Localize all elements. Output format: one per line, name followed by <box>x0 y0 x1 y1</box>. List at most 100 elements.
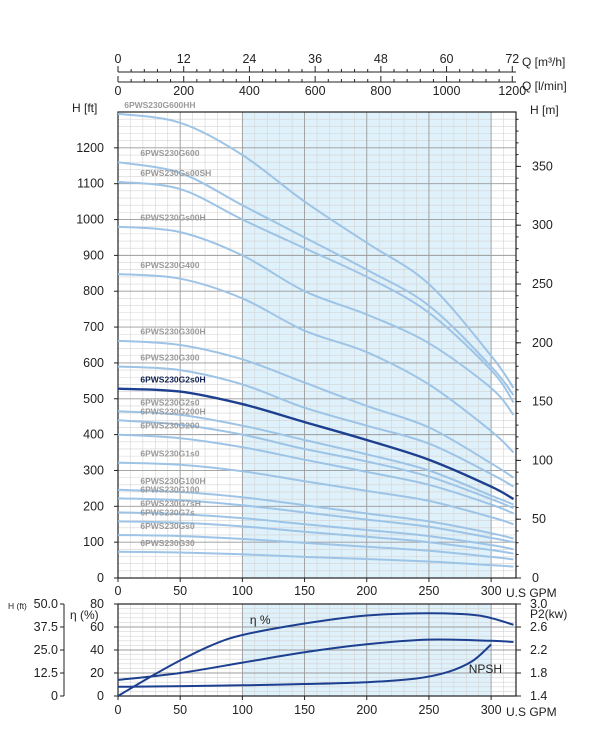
y-tick-label: 1200 <box>76 141 104 155</box>
x-axis-title: U.S GPM <box>506 705 557 719</box>
x-axis-title: U.S GPM <box>506 586 557 600</box>
head-plot: 6PWS230G600HH 6PWS230G600 6PWS230Gs00SH 6PW… <box>72 52 567 600</box>
q-lmin-tick-label: 0 <box>115 84 122 98</box>
p2-tick-label: 3.0 <box>530 597 547 611</box>
curve-label: 6PWS230G300 <box>140 353 199 363</box>
npsh-tick-label: 37.5 <box>34 620 58 634</box>
y-right-tick-label: 150 <box>532 395 553 409</box>
y-tick-label: 600 <box>83 356 104 370</box>
y-right-tick-label: 350 <box>532 159 553 173</box>
curve-6PWS230G2s0 <box>117 410 514 506</box>
curve-6PWS230G1s0 <box>117 461 514 526</box>
q-lmin-tick-label: 800 <box>370 84 391 98</box>
curve-label: 6PWS230G30 <box>140 538 195 548</box>
curve-label: 6PWS230G300H <box>140 327 205 337</box>
y-tick-label: 1100 <box>77 177 104 191</box>
curve-label: 6PWS230G600 <box>140 148 199 158</box>
eta-tick-label: 20 <box>90 666 104 680</box>
y-axis-title-right: H [m] <box>530 103 559 117</box>
p2-axis-title: P2(kw) <box>530 607 567 621</box>
curve-label: 6PWS230G200 <box>140 421 199 431</box>
x-tick-label: 200 <box>356 584 377 598</box>
y-right-tick-label: 50 <box>532 512 546 526</box>
y-tick-label: 300 <box>83 463 104 477</box>
y-tick-label: 0 <box>97 571 104 585</box>
x-tick-label: 300 <box>481 584 502 598</box>
y-right-tick-label: 250 <box>532 277 553 291</box>
npsh-tick-label: 50.0 <box>34 597 58 611</box>
curve-npsh <box>117 643 492 688</box>
curve-6PWS230Gs00H <box>117 225 515 416</box>
npsh-axis-title: H (ft) <box>8 601 27 611</box>
curve-label: 6PWS230G400 <box>140 260 199 270</box>
npsh-tick-label: 25.0 <box>34 643 58 657</box>
x-tick-label: 0 <box>115 584 122 598</box>
q-m3h-tick-label: 24 <box>242 52 256 66</box>
q-m3h-tick-label: 12 <box>177 52 191 66</box>
curve-label: 6PWS230G200H <box>140 406 205 416</box>
q-lmin-tick-label: 1000 <box>433 84 461 98</box>
curve-6PWS230G200H <box>117 419 514 510</box>
y-right-tick-label: 300 <box>532 218 553 232</box>
eta-tick-label: 80 <box>90 597 104 611</box>
curve-label: 6PWS230G2s0 <box>140 397 199 407</box>
curve-6PWS230G100 <box>117 497 514 544</box>
q-lmin-tick-label: 600 <box>305 84 326 98</box>
q-m3h-axis-title: Q [m³/h] <box>522 55 565 69</box>
npsh-tick-label: 0 <box>51 689 58 703</box>
q-lmin-axis-title: Q [l/min] <box>522 79 567 93</box>
x-tick-label: 300 <box>481 703 502 717</box>
q-m3h-tick-label: 60 <box>440 52 454 66</box>
y-tick-label: 800 <box>83 284 104 298</box>
q-m3h-tick-label: 0 <box>115 52 122 66</box>
q-lmin-tick-label: 1200 <box>498 84 526 98</box>
x-tick-label: 250 <box>419 584 440 598</box>
q-lmin-tick-label: 400 <box>239 84 260 98</box>
x-tick-label: 150 <box>294 584 315 598</box>
y-axis-title-left: H [ft] <box>72 101 97 115</box>
p2-tick-label: 2.6 <box>530 620 547 634</box>
q-m3h-tick-label: 36 <box>308 52 322 66</box>
curve-label: 6PWS230G100 <box>140 484 199 494</box>
curve-6PWS230Gs00SH <box>117 180 515 403</box>
p2-tick-label: 2.2 <box>530 643 547 657</box>
eta-axis-title: η (%) <box>70 608 99 622</box>
curve-6PWS230G300H <box>117 339 515 479</box>
efficiency-plot: η % NPSH 0 20 40 60 80η (%) 0 12.5 25.0 37.5 50.0 H … <box>8 597 567 719</box>
npsh-tick-label: 12.5 <box>34 666 58 680</box>
y-tick-label: 200 <box>83 499 104 513</box>
curve-6PWS230Gs0 <box>117 534 514 561</box>
curve-label: 6PWS230G2s0H <box>140 375 205 385</box>
p2-tick-label: 1.4 <box>530 689 547 703</box>
eta-tick-label: 60 <box>90 620 104 634</box>
y-tick-label: 1000 <box>76 213 104 227</box>
q-m3h-tick-label: 48 <box>374 52 388 66</box>
plot-frame <box>117 111 517 579</box>
y-tick-label: 700 <box>83 320 104 334</box>
y-right-tick-label: 0 <box>532 571 539 585</box>
p2-tick-label: 1.8 <box>530 666 547 680</box>
x-tick-label: 150 <box>294 703 315 717</box>
x-tick-label: 200 <box>356 703 377 717</box>
curve-eta <box>117 612 514 697</box>
curve-p2 <box>117 638 514 681</box>
npsh-annotation: NPSH <box>469 662 502 676</box>
curve-label: 6PWS230G1s0 <box>140 449 199 459</box>
curve-label: 6PWS230G600HH <box>124 100 195 110</box>
curve-6PWS230G100H <box>117 488 514 540</box>
curve-6PWS230G7s <box>117 520 514 555</box>
curve-label: 6PWS230G7sH <box>140 498 200 508</box>
curve-6PWS230G300 <box>117 365 514 488</box>
q-lmin-tick-label: 200 <box>173 84 194 98</box>
curve-label: 6PWS230G100H <box>140 476 205 486</box>
curve-label: 6PWS230Gs0 <box>140 521 195 531</box>
q-m3h-tick-label: 72 <box>505 52 519 66</box>
y-right-tick-label: 200 <box>532 336 553 350</box>
eta-tick-label: 0 <box>97 689 104 703</box>
y-tick-label: 100 <box>83 535 104 549</box>
curve-label: 6PWS230Gs00H <box>140 213 205 223</box>
curve-6PWS230G2s0H <box>117 387 515 501</box>
eta-annotation: η % <box>250 613 271 627</box>
curve-6PWS230G7sH <box>117 511 514 551</box>
x-tick-label: 100 <box>232 703 253 717</box>
